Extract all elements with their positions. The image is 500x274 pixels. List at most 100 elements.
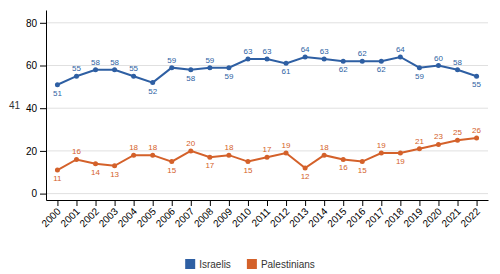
point <box>436 142 441 147</box>
data-label: 59 <box>167 56 176 65</box>
data-label: 11 <box>53 174 62 183</box>
point <box>322 57 327 62</box>
y-tick-label: 40 <box>26 103 38 114</box>
data-label: 15 <box>358 166 367 175</box>
point <box>55 82 60 87</box>
y-tick: 20 <box>26 146 46 157</box>
point <box>341 157 346 162</box>
point <box>455 67 460 72</box>
x-tick-label: 2006 <box>154 205 178 229</box>
x-tick-mark <box>57 200 58 206</box>
x-axis: 2000200120022003200420052006200720082009… <box>39 200 488 229</box>
x-tick: 2001 <box>58 200 82 229</box>
data-label: 64 <box>396 45 405 54</box>
x-tick-label: 2018 <box>382 205 406 229</box>
x-tick: 2017 <box>363 200 387 229</box>
point <box>284 151 289 156</box>
data-label: 64 <box>301 45 310 54</box>
y-tick-mark <box>40 66 46 67</box>
data-label: 55 <box>472 80 481 89</box>
data-label: 58 <box>453 58 462 67</box>
x-tick-label: 2005 <box>135 205 159 229</box>
data-label: 19 <box>377 141 386 150</box>
y-axis: 020406080 <box>26 11 47 201</box>
data-label: 17 <box>205 161 214 170</box>
point <box>360 59 365 64</box>
x-tick-mark <box>477 200 478 206</box>
point <box>226 153 231 158</box>
data-label: 52 <box>148 87 157 96</box>
data-label: 12 <box>301 172 310 181</box>
point <box>303 165 308 170</box>
x-tick-mark <box>343 200 344 206</box>
marks <box>55 54 479 172</box>
point <box>398 151 403 156</box>
x-tick-mark <box>458 200 459 206</box>
point <box>169 65 174 70</box>
legend-item: Israelis <box>185 259 231 270</box>
data-label: 25 <box>453 128 462 137</box>
x-tick-mark <box>381 200 382 206</box>
x-tick-mark <box>286 200 287 206</box>
x-tick: 2009 <box>211 200 235 229</box>
point <box>398 54 403 59</box>
point <box>379 59 384 64</box>
chart: 0204060804120002001200220032004200520062… <box>0 0 500 274</box>
point <box>188 148 193 153</box>
legend-label: Israelis <box>199 259 231 270</box>
data-label: 23 <box>434 132 443 141</box>
data-label: 17 <box>263 145 272 154</box>
x-tick-label: 2012 <box>268 205 292 229</box>
x-tick: 2015 <box>325 200 349 229</box>
y-tick-label: 20 <box>26 146 38 157</box>
x-tick-mark <box>191 200 192 206</box>
x-tick: 2000 <box>39 200 63 229</box>
point <box>474 74 479 79</box>
x-tick: 2002 <box>77 200 101 229</box>
y-axis-line <box>46 11 47 201</box>
point <box>55 168 60 173</box>
x-tick-mark <box>210 200 211 206</box>
point <box>226 65 231 70</box>
legend-item: Palestinians <box>247 259 315 270</box>
point <box>341 59 346 64</box>
x-tick-label: 2004 <box>116 205 140 229</box>
x-tick-label: 2021 <box>439 205 463 229</box>
point <box>474 136 479 141</box>
x-tick: 2021 <box>439 200 463 229</box>
data-label: 55 <box>72 64 81 73</box>
data-label: 26 <box>472 126 481 135</box>
point <box>74 74 79 79</box>
data-label: 19 <box>396 157 405 166</box>
line <box>57 138 476 170</box>
data-label: 18 <box>129 143 138 152</box>
data-label: 15 <box>167 166 176 175</box>
x-tick-mark <box>115 200 116 206</box>
y-tick: 80 <box>26 18 46 29</box>
x-tick: 2019 <box>401 200 425 229</box>
legend-swatch <box>247 259 257 269</box>
x-tick-label: 2015 <box>325 205 349 229</box>
x-tick-label: 2022 <box>459 205 483 229</box>
point <box>379 151 384 156</box>
x-tick-mark <box>153 200 154 206</box>
x-tick-label: 2019 <box>401 205 425 229</box>
y-tick: 0 <box>31 188 46 199</box>
grid-line <box>46 22 488 23</box>
data-label: 51 <box>53 89 62 98</box>
data-label: 62 <box>358 49 367 58</box>
grid-line <box>46 108 488 109</box>
point <box>417 65 422 70</box>
x-tick-mark <box>248 200 249 206</box>
point <box>265 57 270 62</box>
data-label: 16 <box>72 147 81 156</box>
x-tick-label: 2010 <box>230 205 254 229</box>
data-label: 58 <box>91 58 100 67</box>
data-label: 18 <box>320 143 329 152</box>
point <box>303 54 308 59</box>
data-label: 55 <box>129 64 138 73</box>
x-tick-mark <box>134 200 135 206</box>
x-tick-mark <box>172 200 173 206</box>
point <box>74 157 79 162</box>
grid <box>46 23 488 194</box>
